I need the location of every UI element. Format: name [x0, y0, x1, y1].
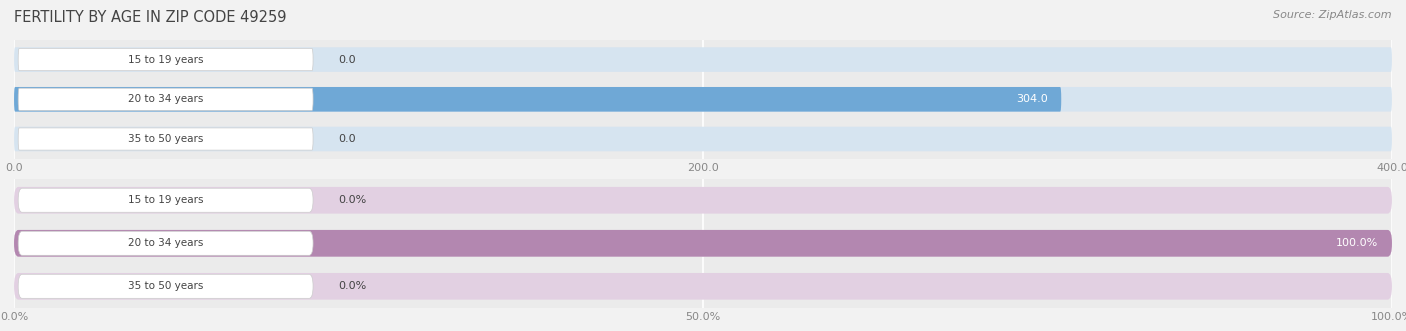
- Text: 35 to 50 years: 35 to 50 years: [128, 134, 204, 144]
- Text: 0.0%: 0.0%: [337, 281, 366, 291]
- Text: 100.0%: 100.0%: [1336, 238, 1378, 248]
- Text: 15 to 19 years: 15 to 19 years: [128, 195, 204, 205]
- FancyBboxPatch shape: [14, 273, 1392, 300]
- FancyBboxPatch shape: [14, 127, 1392, 151]
- Text: 304.0: 304.0: [1015, 94, 1047, 104]
- FancyBboxPatch shape: [18, 88, 314, 110]
- FancyBboxPatch shape: [18, 128, 314, 150]
- Text: 0.0: 0.0: [337, 55, 356, 65]
- Text: 35 to 50 years: 35 to 50 years: [128, 281, 204, 291]
- FancyBboxPatch shape: [18, 188, 314, 212]
- Text: 15 to 19 years: 15 to 19 years: [128, 55, 204, 65]
- FancyBboxPatch shape: [14, 87, 1392, 112]
- FancyBboxPatch shape: [14, 230, 1392, 257]
- FancyBboxPatch shape: [14, 187, 1392, 213]
- Text: FERTILITY BY AGE IN ZIP CODE 49259: FERTILITY BY AGE IN ZIP CODE 49259: [14, 10, 287, 25]
- FancyBboxPatch shape: [14, 47, 1392, 72]
- Text: 0.0: 0.0: [337, 134, 356, 144]
- Text: Source: ZipAtlas.com: Source: ZipAtlas.com: [1274, 10, 1392, 20]
- FancyBboxPatch shape: [14, 87, 1062, 112]
- Text: 0.0%: 0.0%: [337, 195, 366, 205]
- Text: 20 to 34 years: 20 to 34 years: [128, 238, 204, 248]
- FancyBboxPatch shape: [18, 274, 314, 298]
- FancyBboxPatch shape: [18, 231, 314, 255]
- FancyBboxPatch shape: [14, 230, 1392, 257]
- Text: 20 to 34 years: 20 to 34 years: [128, 94, 204, 104]
- FancyBboxPatch shape: [18, 49, 314, 71]
